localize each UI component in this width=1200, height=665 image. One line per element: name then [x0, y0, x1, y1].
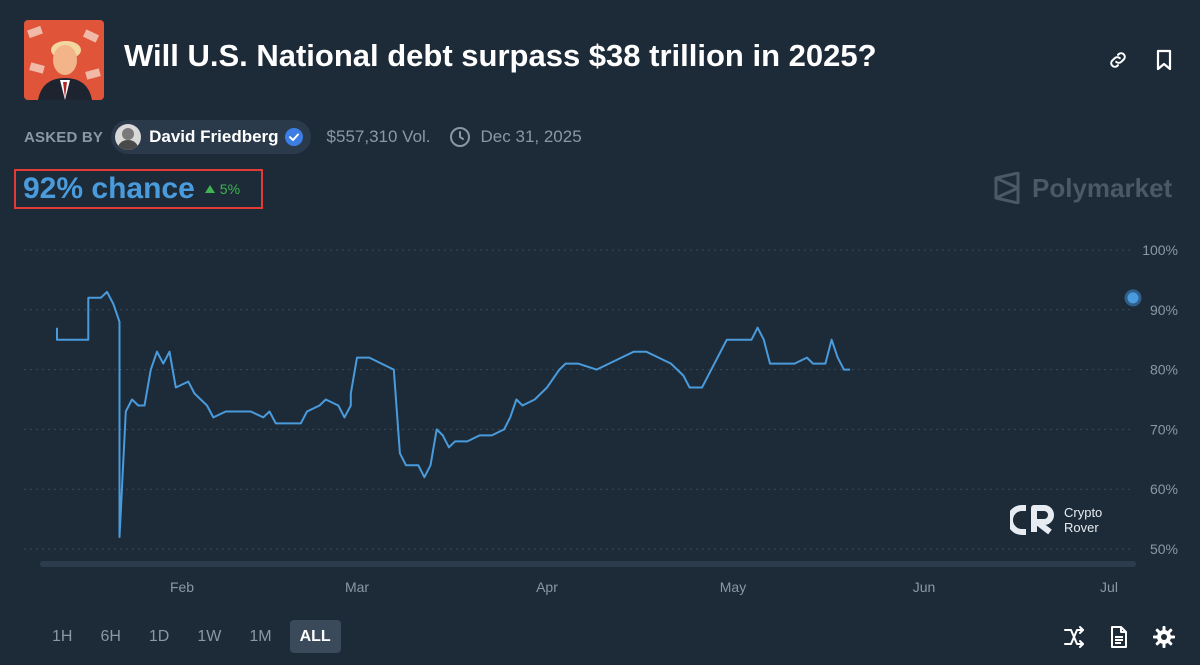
y-axis-ticks: 50% 60% 70% 80% 90% 100% — [1142, 242, 1178, 557]
time-range-selector: 1H 6H 1D 1W 1M ALL — [42, 620, 341, 653]
series-line — [56, 290, 851, 538]
x-tick-label: Jun — [913, 579, 936, 595]
polymarket-logo-icon — [994, 172, 1020, 204]
document-icon[interactable] — [1107, 625, 1131, 649]
x-tick-label: Jul — [1100, 579, 1118, 595]
x-tick-label: Feb — [170, 579, 194, 595]
x-tick-label: May — [720, 579, 746, 595]
range-button-1h[interactable]: 1H — [52, 627, 73, 645]
end-date: Dec 31, 2025 — [480, 127, 582, 146]
avatar — [115, 124, 142, 150]
market-image — [24, 20, 104, 100]
delta-value: 5% — [219, 181, 241, 197]
watermark-line2: Rover — [1064, 520, 1099, 535]
y-tick-label: 80% — [1150, 362, 1178, 378]
shuffle-icon[interactable] — [1062, 625, 1086, 649]
polymarket-brand: Polymarket — [992, 172, 1172, 204]
gear-icon[interactable] — [1152, 625, 1176, 649]
probability-chart: 50% 60% 70% 80% 90% 100% Feb Mar Apr May Jun Jul — [24, 242, 1178, 595]
current-value-dot — [1124, 289, 1142, 307]
bookmark-icon[interactable] — [1150, 46, 1178, 74]
x-axis-ticks: Feb Mar Apr May Jun Jul — [170, 579, 1118, 595]
x-tick-label: Mar — [345, 579, 369, 595]
range-button-all[interactable]: ALL — [289, 620, 341, 653]
range-button-1w[interactable]: 1W — [197, 627, 222, 645]
market-title: Will U.S. National debt surpass $38 tril… — [124, 38, 877, 73]
volume-text: $557,310 Vol. — [326, 127, 431, 146]
asked-by-label: ASKED BY — [24, 128, 104, 146]
x-tick-label: Apr — [536, 579, 558, 595]
y-tick-label: 90% — [1150, 302, 1178, 318]
chart-grid — [24, 249, 1130, 550]
link-icon[interactable] — [1104, 46, 1132, 74]
range-button-6h[interactable]: 6H — [100, 627, 121, 645]
up-arrow-icon — [204, 185, 215, 193]
clock-icon — [449, 127, 470, 147]
chance-highlight-box: 92% chance 5% — [14, 169, 263, 209]
chance-value: 92% chance — [23, 172, 195, 205]
range-button-1m[interactable]: 1M — [249, 627, 272, 645]
y-tick-label: 60% — [1150, 481, 1178, 497]
y-tick-label: 100% — [1142, 242, 1178, 258]
range-button-1d[interactable]: 1D — [148, 627, 170, 645]
author-name: David Friedberg — [149, 127, 279, 146]
watermark-line1: Crypto — [1064, 505, 1103, 520]
author-pill[interactable]: David Friedberg — [111, 120, 311, 154]
market-meta: ASKED BY David Friedberg $557,310 Vol. D… — [24, 119, 582, 155]
y-tick-label: 70% — [1150, 421, 1178, 437]
crypto-rover-logo-icon — [1010, 505, 1054, 535]
y-tick-label: 50% — [1150, 541, 1178, 557]
chance-delta: 5% — [204, 181, 241, 197]
verified-badge-icon — [284, 128, 303, 146]
crypto-rover-watermark: Crypto Rover — [1010, 504, 1102, 536]
time-scrubber[interactable] — [40, 561, 1136, 567]
brand-name: Polymarket — [1032, 172, 1173, 203]
